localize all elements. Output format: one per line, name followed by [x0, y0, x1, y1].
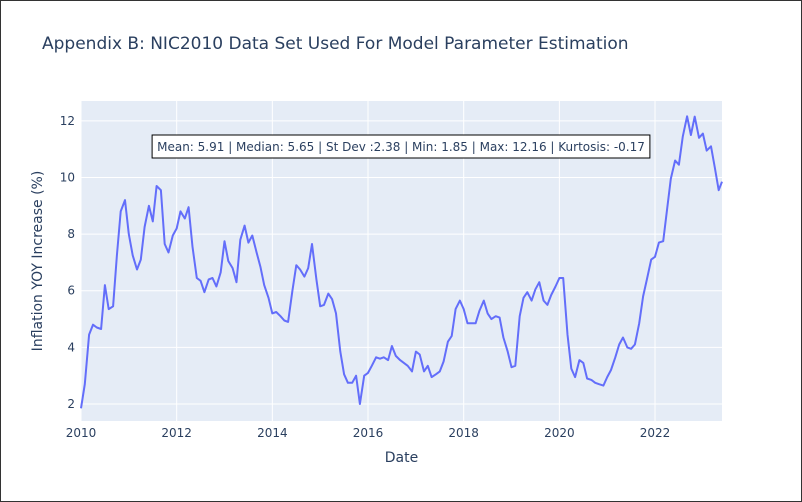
x-axis-label: Date — [385, 450, 418, 466]
x-tick-label: 2022 — [640, 426, 671, 440]
stats-annotation-box — [151, 134, 651, 159]
series-line — [80, 115, 723, 409]
chart-title: Appendix B: NIC2010 Data Set Used For Mo… — [42, 34, 629, 54]
x-tick-label: 2020 — [544, 426, 575, 440]
x-tick-label: 2010 — [66, 426, 97, 440]
y-tick-label: 2 — [67, 397, 75, 411]
y-tick-label: 8 — [67, 227, 75, 241]
y-tick-label: 6 — [67, 284, 75, 298]
y-tick-label: 12 — [60, 114, 75, 128]
x-tick-label: 2016 — [353, 426, 384, 440]
x-tick-label: 2018 — [448, 426, 479, 440]
x-tick-label: 2012 — [161, 426, 192, 440]
stats-annotation-text: Mean: 5.91 | Median: 5.65 | St Dev :2.38… — [157, 140, 645, 154]
y-axis-label: Inflation YOY Increase (%) — [30, 171, 46, 352]
y-tick-label: 4 — [67, 340, 75, 354]
y-tick-label: 10 — [60, 170, 75, 184]
x-tick-label: 2014 — [257, 426, 288, 440]
